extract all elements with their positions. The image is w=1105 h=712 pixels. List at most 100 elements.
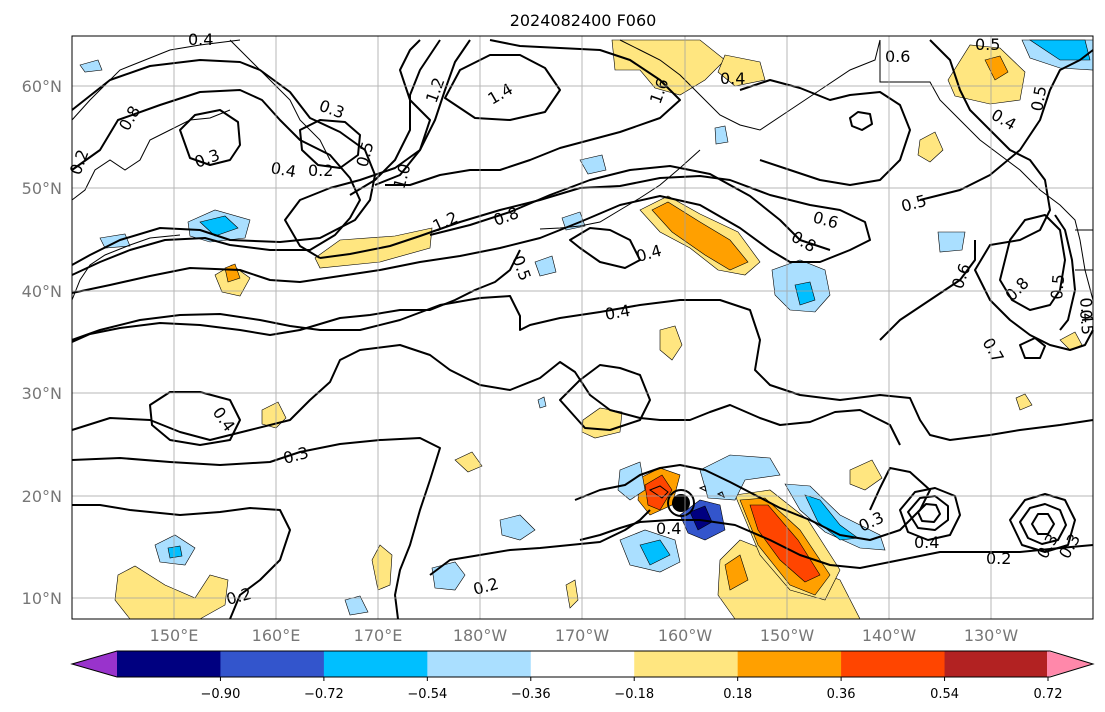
- lon-label: 130°W: [964, 626, 1019, 645]
- contour-label: 0.4: [1076, 297, 1097, 324]
- colorbar-tick-label: 0.72: [1034, 687, 1063, 702]
- contour-line: [574, 464, 931, 541]
- colorbar-segments: [72, 651, 1093, 677]
- colorbar-segment: [634, 651, 739, 677]
- contour-label: 0.5: [1027, 84, 1050, 112]
- positive-core: [224, 263, 241, 283]
- negative-patch: [431, 561, 466, 591]
- lat-label: 20°N: [22, 487, 62, 506]
- contour-line: [149, 391, 241, 446]
- lat-label: 60°N: [22, 77, 62, 96]
- contour-line: [917, 503, 941, 523]
- storm-ring: [667, 489, 695, 517]
- lon-label: 160°E: [252, 626, 301, 645]
- colorbar-segment: [72, 651, 118, 677]
- negative-patch: [579, 154, 607, 175]
- na-coast: [879, 40, 1094, 301]
- contour-line: [349, 39, 441, 196]
- lat-label: 30°N: [22, 384, 62, 403]
- contour-line: [71, 175, 871, 294]
- positive-patch: [454, 451, 483, 473]
- lat-label: 10°N: [22, 589, 62, 608]
- figure-title: 2024082400 F060: [510, 11, 657, 30]
- negative-patch: [344, 595, 369, 616]
- contour-label: 0.5: [1076, 309, 1097, 336]
- contour-label: 0.5: [975, 35, 1000, 54]
- contour-line: [919, 49, 1094, 201]
- contour-line: [71, 89, 361, 276]
- contour-label: 0.6: [885, 47, 910, 66]
- colorbar-segment: [944, 651, 1049, 677]
- contour-line: [444, 54, 561, 121]
- contour-line: [71, 295, 1094, 441]
- kamchatka-coast: [229, 39, 331, 161]
- negative-core: [639, 539, 671, 566]
- colorbar-segment: [1047, 651, 1093, 677]
- contour-line: [907, 495, 949, 531]
- colorbar-tick-label: 0.36: [827, 687, 856, 702]
- alaska-coast: [619, 39, 881, 131]
- map-frame: [71, 35, 1094, 620]
- asia-coast: [71, 39, 241, 121]
- contour-line: [429, 165, 831, 251]
- contour-label: 0.4: [914, 533, 939, 552]
- contour-line: [385, 39, 681, 186]
- colorbar-segment: [117, 651, 222, 677]
- latitude-labels: 60°N 50°N 40°N 30°N 20°N 10°N: [22, 77, 62, 608]
- contour-line: [1019, 337, 1046, 359]
- negative-core: [794, 281, 816, 306]
- shaded-field: [79, 39, 1094, 620]
- contour-label: 0.4: [656, 519, 681, 538]
- negative-patch: [699, 454, 781, 501]
- lon-label: 170°E: [354, 626, 403, 645]
- contour-label: 0.4: [720, 69, 745, 88]
- positive-peak: [644, 474, 673, 511]
- colorbar-segment: [427, 651, 532, 677]
- contour-line: [1019, 503, 1067, 545]
- colorbar-segment: [530, 651, 635, 677]
- contour-line: [579, 519, 1094, 569]
- colorbar-outline: [70, 650, 1095, 678]
- negative-patch: [99, 233, 131, 249]
- lon-label: 170°W: [555, 626, 610, 645]
- colorbar-tick-label: −0.36: [511, 687, 551, 702]
- colorbar-tick-label: −0.54: [407, 687, 447, 702]
- map-panel: 0.4 0.6 0.5 0.5 0.4 0.8 0.3 0.2 0.4 0.3 …: [66, 30, 1097, 620]
- colorbar-tick-label: 0.54: [930, 687, 959, 702]
- contour-line: [299, 119, 361, 169]
- lon-label: 140°W: [862, 626, 917, 645]
- colorbar-tick-label: −0.72: [304, 687, 344, 702]
- lon-label: 160°W: [658, 626, 713, 645]
- contour-line: [849, 111, 873, 131]
- contour-label: 0.4: [603, 301, 631, 324]
- lat-label: 50°N: [22, 179, 62, 198]
- negative-patch: [537, 396, 547, 409]
- contour-line: [929, 39, 1094, 351]
- hawaii-island: [698, 485, 707, 492]
- storm-core: [672, 494, 690, 512]
- positive-peak: [749, 504, 821, 583]
- colorbar-segment: [841, 651, 946, 677]
- contour-label: 0.2: [986, 549, 1011, 568]
- asia-coast: [71, 234, 181, 301]
- contour-line: [71, 249, 521, 343]
- colorbar-ticks: −0.90 −0.72 −0.54 −0.36 −0.18 0.18 0.36 0.54 0.7…: [201, 677, 1063, 702]
- colorbar: −0.90 −0.72 −0.54 −0.36 −0.18 0.18 0.36 0.54 0.7…: [70, 650, 1095, 702]
- positive-patch: [371, 544, 393, 591]
- positive-patch: [717, 54, 766, 87]
- positive-patch: [659, 325, 683, 361]
- positive-patch: [1015, 393, 1033, 411]
- contour-line: [1054, 214, 1076, 331]
- positive-patch: [114, 565, 229, 620]
- lon-label: 180°W: [453, 626, 508, 645]
- positive-patch: [611, 39, 726, 96]
- negative-patch: [79, 59, 103, 73]
- negative-patch: [937, 231, 966, 253]
- negative-core: [199, 215, 239, 237]
- negative-patch: [499, 514, 536, 541]
- lon-label: 150°E: [150, 626, 199, 645]
- colorbar-segment: [220, 651, 325, 677]
- hawaii-island: [648, 485, 669, 499]
- positive-patch: [314, 227, 433, 269]
